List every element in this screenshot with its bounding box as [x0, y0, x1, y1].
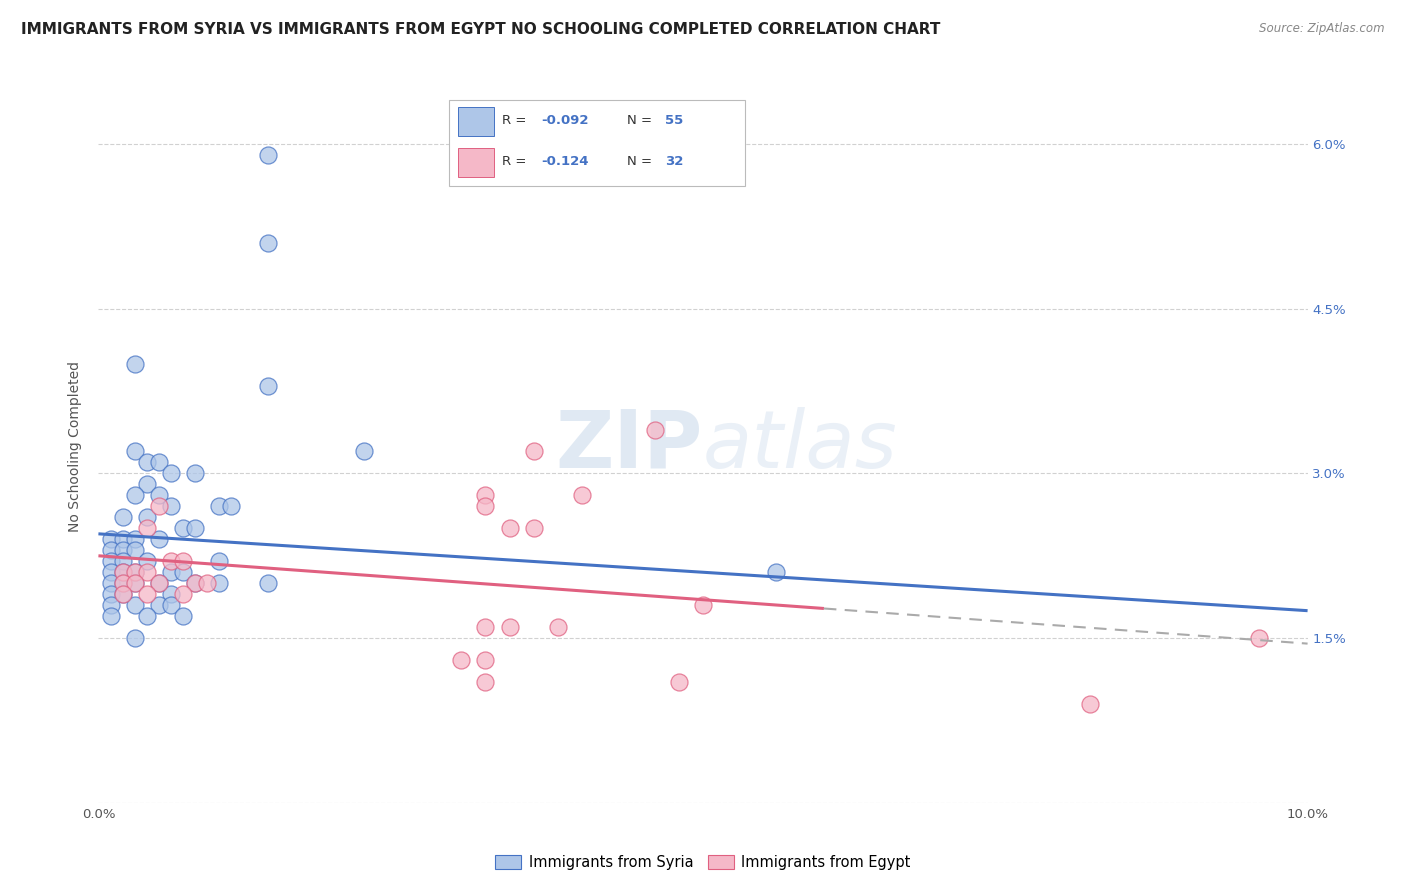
Point	[547, 620, 569, 634]
Point	[160, 554, 183, 568]
Point	[148, 455, 170, 469]
Point	[474, 488, 496, 502]
Point	[184, 576, 207, 591]
Point	[148, 500, 170, 514]
Point	[135, 510, 157, 524]
Point	[124, 576, 146, 591]
Point	[111, 543, 134, 558]
Point	[172, 521, 194, 535]
Point	[111, 510, 134, 524]
Point	[100, 543, 122, 558]
Text: atlas: atlas	[703, 407, 898, 485]
Point	[765, 566, 787, 580]
Point	[160, 467, 183, 481]
Point	[474, 620, 496, 634]
Point	[124, 444, 146, 458]
Point	[100, 576, 122, 591]
Point	[111, 587, 134, 601]
Point	[644, 423, 666, 437]
Point	[1249, 631, 1271, 645]
Point	[111, 533, 134, 547]
Point	[221, 500, 243, 514]
Point	[474, 500, 496, 514]
Point	[100, 598, 122, 612]
Point	[111, 554, 134, 568]
Point	[100, 566, 122, 580]
Point	[135, 587, 157, 601]
Point	[160, 598, 183, 612]
Point	[111, 566, 134, 580]
Point	[135, 566, 157, 580]
Point	[208, 500, 231, 514]
Point	[208, 554, 231, 568]
Point	[135, 477, 157, 491]
Point	[124, 488, 146, 502]
Point	[523, 444, 546, 458]
Point	[100, 533, 122, 547]
Point	[172, 609, 194, 624]
Point	[111, 576, 134, 591]
Point	[148, 576, 170, 591]
Point	[135, 554, 157, 568]
Point	[148, 488, 170, 502]
Point	[124, 598, 146, 612]
Point	[148, 576, 170, 591]
Point	[124, 357, 146, 371]
Point	[172, 554, 194, 568]
Point	[256, 576, 278, 591]
Text: IMMIGRANTS FROM SYRIA VS IMMIGRANTS FROM EGYPT NO SCHOOLING COMPLETED CORRELATIO: IMMIGRANTS FROM SYRIA VS IMMIGRANTS FROM…	[21, 22, 941, 37]
Point	[498, 521, 520, 535]
Point	[523, 521, 546, 535]
Point	[124, 543, 146, 558]
Point	[124, 576, 146, 591]
Text: ZIP: ZIP	[555, 407, 703, 485]
Point	[450, 653, 472, 667]
Legend: Immigrants from Syria, Immigrants from Egypt: Immigrants from Syria, Immigrants from E…	[489, 849, 917, 876]
Point	[498, 620, 520, 634]
Y-axis label: No Schooling Completed: No Schooling Completed	[69, 360, 83, 532]
Point	[172, 587, 194, 601]
Point	[474, 675, 496, 690]
Point	[124, 566, 146, 580]
Point	[208, 576, 231, 591]
Point	[184, 576, 207, 591]
Point	[135, 455, 157, 469]
Point	[353, 444, 375, 458]
Point	[256, 235, 278, 250]
Point	[172, 566, 194, 580]
Point	[692, 598, 714, 612]
Point	[148, 533, 170, 547]
Text: Source: ZipAtlas.com: Source: ZipAtlas.com	[1260, 22, 1385, 36]
Point	[148, 598, 170, 612]
Point	[111, 576, 134, 591]
Point	[256, 378, 278, 392]
Point	[100, 609, 122, 624]
Point	[256, 148, 278, 162]
Point	[111, 566, 134, 580]
Point	[124, 566, 146, 580]
Point	[124, 631, 146, 645]
Point	[124, 533, 146, 547]
Point	[195, 576, 218, 591]
Point	[184, 467, 207, 481]
Point	[1078, 697, 1101, 711]
Point	[100, 554, 122, 568]
Point	[184, 521, 207, 535]
Point	[160, 500, 183, 514]
Point	[135, 609, 157, 624]
Point	[111, 587, 134, 601]
Point	[160, 587, 183, 601]
Point	[474, 653, 496, 667]
Point	[135, 521, 157, 535]
Point	[668, 675, 690, 690]
Point	[100, 587, 122, 601]
Point	[160, 566, 183, 580]
Point	[571, 488, 593, 502]
